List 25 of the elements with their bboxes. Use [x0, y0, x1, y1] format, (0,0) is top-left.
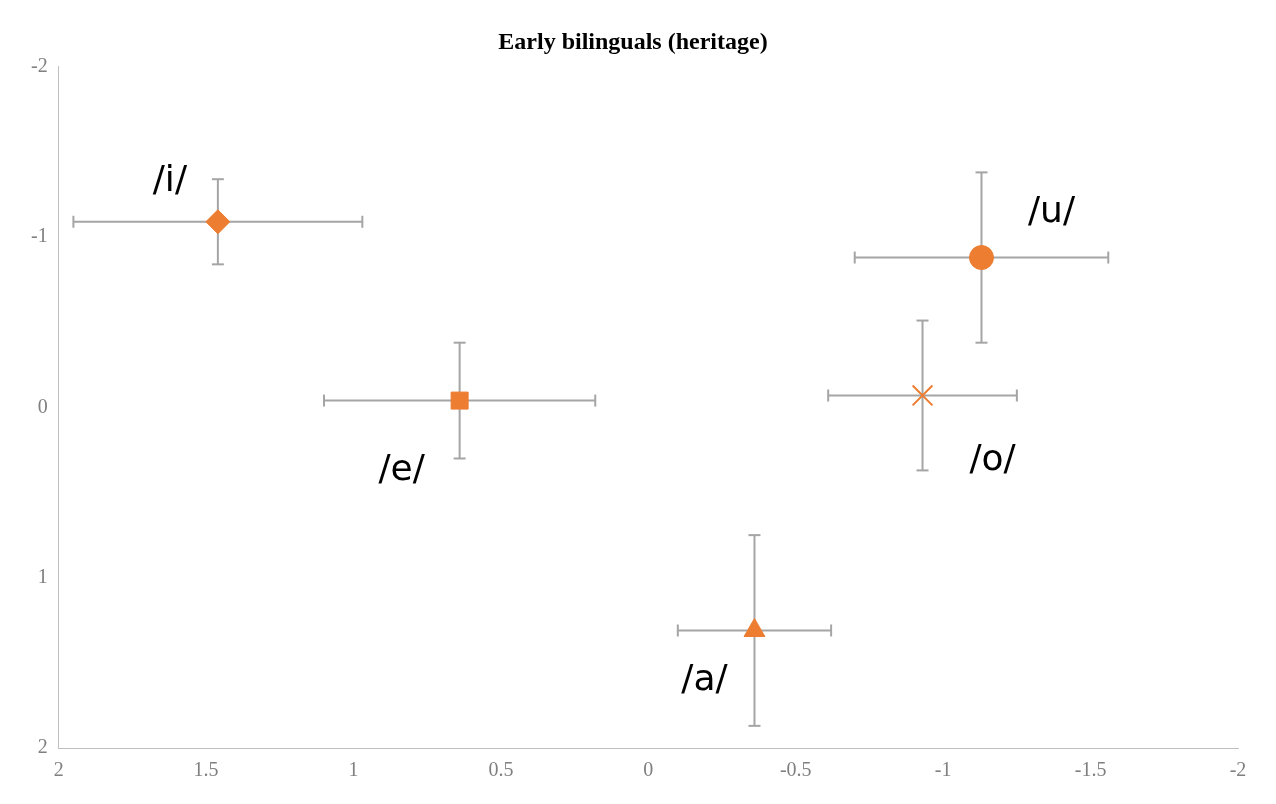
series-label: /e/ — [378, 446, 426, 488]
point — [968, 245, 994, 271]
series-label: /u/ — [1027, 188, 1076, 230]
x-tick-label: 1.5 — [193, 758, 219, 781]
point — [743, 617, 766, 637]
x-tick-label: -0.5 — [779, 758, 812, 781]
point — [450, 391, 469, 410]
series-label: /a/ — [681, 656, 729, 698]
chart-title: Early bilinguals (heritage) — [498, 27, 768, 54]
x-tick-label: 0.5 — [488, 758, 514, 781]
x-tick-label: -1 — [934, 758, 952, 781]
x-tick-label: 1 — [348, 758, 359, 781]
series-label: /o/ — [969, 436, 1017, 478]
y-tick-label: -2 — [30, 54, 48, 77]
point — [911, 384, 934, 407]
x-tick-label: -2 — [1229, 758, 1247, 781]
x-tick-label: 0 — [643, 758, 654, 781]
x-tick-label: 2 — [53, 758, 64, 781]
y-tick-label: 2 — [37, 735, 48, 758]
y-tick-label: -1 — [30, 224, 48, 247]
y-tick-label: 1 — [37, 564, 48, 587]
x-tick-label: -1.5 — [1074, 758, 1107, 781]
y-tick-label: 0 — [37, 394, 48, 417]
series-label: /i/ — [152, 158, 188, 200]
point — [205, 209, 231, 235]
